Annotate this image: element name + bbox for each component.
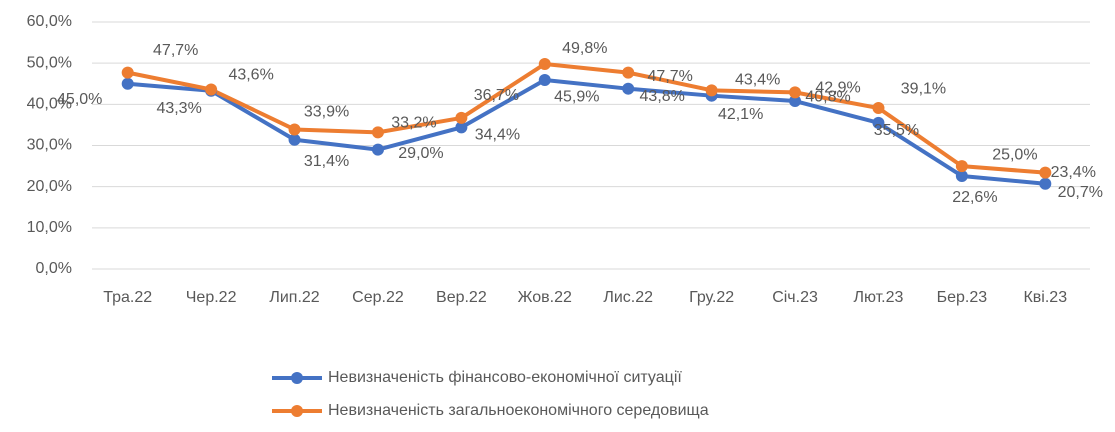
data-point: [955, 160, 968, 173]
data-label: 42,1%: [718, 106, 763, 123]
data-label: 33,9%: [304, 104, 349, 121]
data-point: [789, 95, 802, 108]
data-label: 34,4%: [475, 127, 520, 144]
data-label: 42,9%: [815, 80, 860, 97]
data-label: 43,6%: [228, 67, 273, 84]
x-tick-label: Тра.22: [103, 289, 152, 306]
data-label: 43,4%: [735, 72, 780, 89]
data-label: 31,4%: [304, 153, 349, 170]
y-tick-label: 60,0%: [27, 13, 72, 30]
data-point: [789, 86, 802, 99]
data-label: 43,3%: [156, 100, 201, 117]
data-point: [288, 133, 301, 146]
data-label: 45,9%: [554, 88, 599, 105]
y-tick-label: 30,0%: [27, 137, 72, 154]
x-tick-label: Вер.22: [436, 289, 487, 306]
data-point: [455, 121, 468, 134]
legend-label: Невизначеність фінансово-економічної сит…: [328, 369, 682, 386]
x-tick-label: Кві.23: [1023, 289, 1067, 306]
x-tick-label: Бер.23: [937, 289, 988, 306]
x-tick-label: Сер.22: [352, 289, 404, 306]
data-point: [538, 74, 551, 87]
x-tick-label: Жов.22: [518, 289, 572, 306]
data-label: 36,7%: [474, 87, 519, 104]
legend-label: Невизначеність загальноекономічного сере…: [328, 402, 709, 419]
data-point: [622, 82, 635, 95]
data-label: 43,8%: [640, 88, 685, 105]
data-label: 40,8%: [805, 88, 850, 105]
data-point: [288, 123, 301, 136]
data-label: 47,7%: [153, 42, 198, 59]
data-label: 23,4%: [1051, 164, 1096, 181]
data-point: [955, 169, 968, 182]
data-point: [371, 126, 384, 139]
data-point: [121, 66, 134, 79]
data-label: 47,7%: [648, 68, 693, 85]
data-label: 22,6%: [952, 189, 997, 206]
x-tick-label: Чер.22: [186, 289, 237, 306]
y-tick-label: 50,0%: [27, 54, 72, 71]
data-point: [872, 116, 885, 129]
y-tick-label: 10,0%: [27, 219, 72, 236]
data-point: [705, 84, 718, 97]
y-tick-label: 0,0%: [36, 260, 72, 277]
data-label: 39,1%: [901, 80, 946, 97]
series-line: [127, 78, 1046, 186]
data-label: 45,0%: [57, 91, 102, 108]
data-point: [371, 143, 384, 156]
data-label: 29,0%: [398, 145, 443, 162]
x-tick-label: Гру.22: [689, 289, 734, 306]
legend-marker: [291, 372, 303, 384]
data-label: 25,0%: [992, 146, 1037, 163]
data-point: [622, 66, 635, 79]
data-point: [872, 102, 885, 115]
data-point: [205, 83, 218, 96]
data-point: [1039, 177, 1052, 190]
legend-marker: [291, 405, 303, 417]
x-tick-label: Лют.23: [853, 289, 903, 306]
y-tick-label: 20,0%: [27, 178, 72, 195]
x-tick-label: Лис.22: [603, 289, 653, 306]
data-point: [538, 57, 551, 70]
x-tick-label: Лип.22: [269, 289, 319, 306]
data-label: 20,7%: [1058, 184, 1103, 201]
data-point: [455, 111, 468, 124]
data-point: [1039, 166, 1052, 179]
data-point: [121, 77, 134, 90]
x-tick-label: Січ.23: [772, 289, 818, 306]
data-label: 35,5%: [874, 122, 919, 139]
data-label: 33,2%: [391, 115, 436, 132]
data-label: 49,8%: [562, 40, 607, 57]
y-tick-label: 40,0%: [27, 96, 72, 113]
series-line: [127, 61, 1046, 175]
